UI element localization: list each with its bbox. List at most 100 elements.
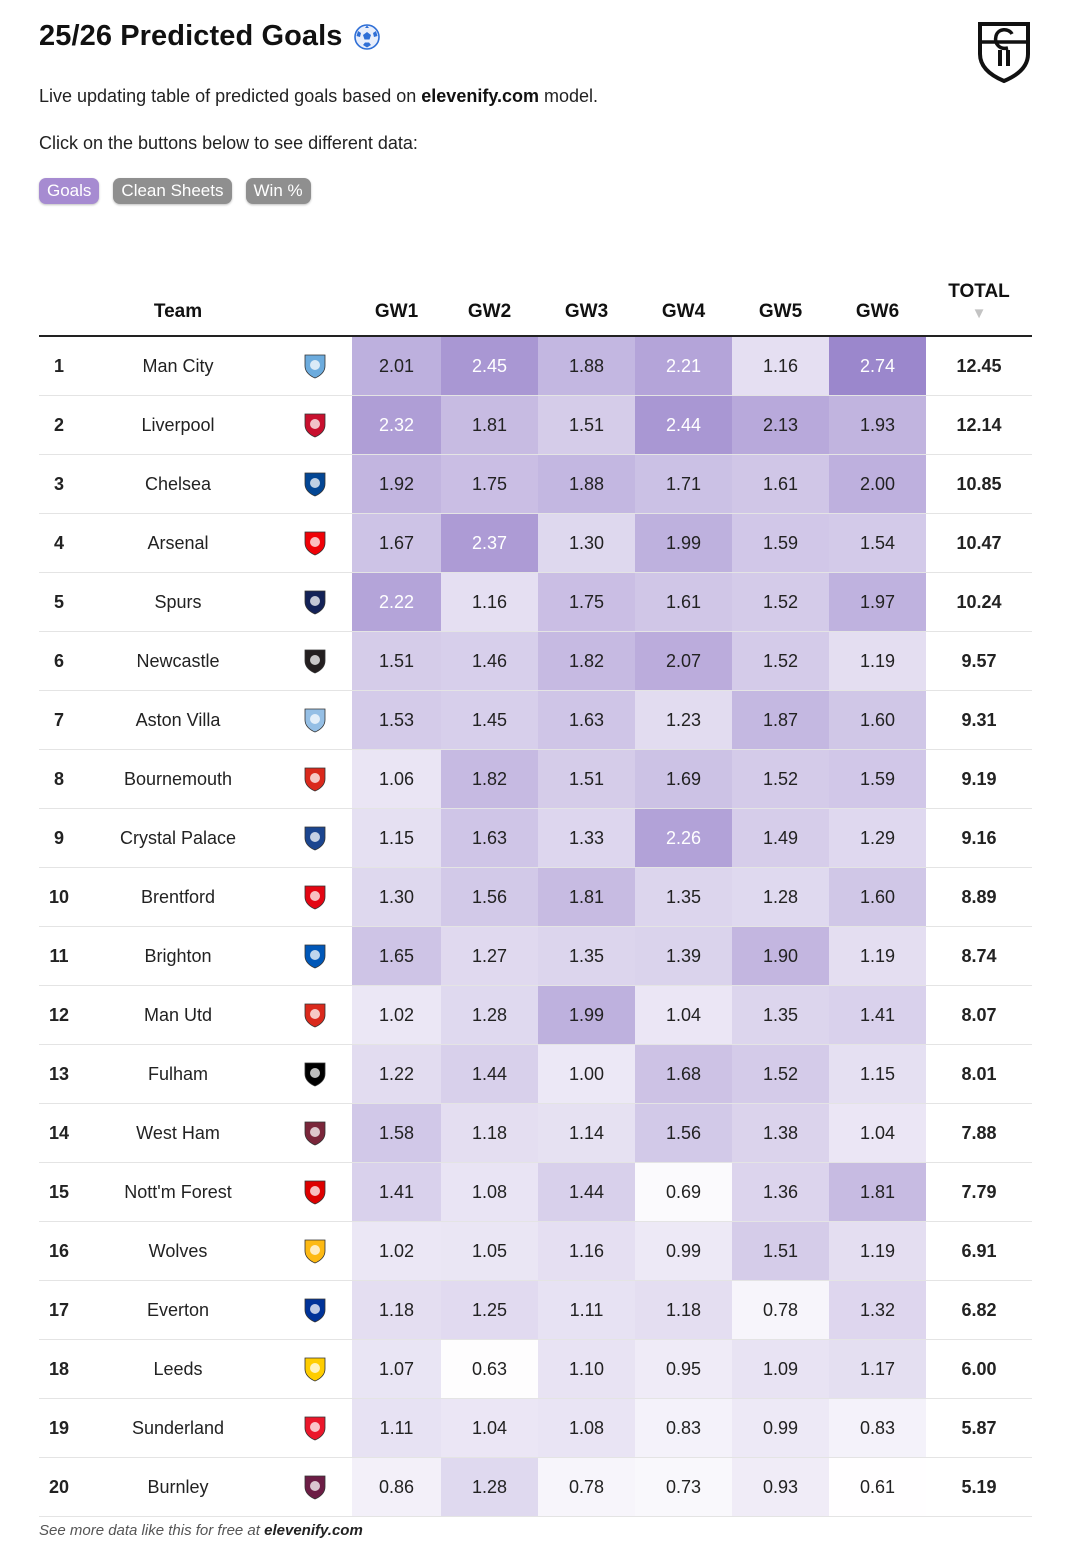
gw2-value-cell: 1.04: [441, 1398, 538, 1458]
gw1-value-cell: 1.22: [352, 1044, 441, 1104]
team-name-cell: Spurs: [79, 572, 277, 632]
gw2-value-cell: 1.18: [441, 1103, 538, 1163]
table-row: 5 Spurs 2.22 1.16 1.75 1.61 1.52 1.97 10.24: [39, 572, 1032, 632]
table-row: 20 Burnley 0.86 1.28 0.78 0.73 0.93 0.61 5.19: [39, 1457, 1032, 1517]
gw6-value-cell: 1.19: [829, 631, 926, 691]
gw5-value-cell: 1.51: [732, 1221, 829, 1281]
gw3-value-cell: 1.44: [538, 1162, 635, 1222]
description-site: elevenify.com: [421, 86, 540, 106]
crest-cell: [277, 1162, 352, 1222]
total-cell: 9.31: [926, 690, 1032, 750]
gw6-value-cell: 2.00: [829, 454, 926, 514]
crest-cell: [277, 336, 352, 396]
gw6-value-cell: 1.19: [829, 926, 926, 986]
gw5-value-cell: 1.49: [732, 808, 829, 868]
instruction-text: Click on the buttons below to see differ…: [39, 133, 418, 153]
total-cell: 8.74: [926, 926, 1032, 986]
team-name-cell: Fulham: [79, 1044, 277, 1104]
rank-cell: 2: [39, 395, 79, 455]
gw6-value-cell: 0.61: [829, 1457, 926, 1517]
gw2-value-cell: 1.25: [441, 1280, 538, 1340]
rank-cell: 11: [39, 926, 79, 986]
gw3-value-cell: 1.51: [538, 395, 635, 455]
team-name-cell: Man Utd: [79, 985, 277, 1045]
gw5-value-cell: 1.36: [732, 1162, 829, 1222]
gw5-value-cell: 1.16: [732, 336, 829, 396]
gw5-value-cell: 0.78: [732, 1280, 829, 1340]
total-cell: 6.91: [926, 1221, 1032, 1281]
rank-cell: 16: [39, 1221, 79, 1281]
clean-sheets-button[interactable]: Clean Sheets: [113, 178, 232, 204]
total-cell: 9.16: [926, 808, 1032, 868]
gw6-value-cell: 1.93: [829, 395, 926, 455]
leeds-crest-icon: [304, 1357, 325, 1382]
win-percent-button[interactable]: Win %: [245, 178, 311, 204]
total-cell: 8.07: [926, 985, 1032, 1045]
gw5-value-cell: 1.52: [732, 631, 829, 691]
gw2-header[interactable]: GW2: [441, 255, 538, 337]
gw4-value-cell: 1.69: [635, 749, 732, 809]
gw3-value-cell: 1.88: [538, 336, 635, 396]
sunderland-crest-icon: [304, 1416, 325, 1441]
spurs-crest-icon: [304, 590, 325, 615]
total-header[interactable]: TOTAL ▼: [926, 255, 1032, 337]
crest-cell: [277, 867, 352, 927]
goals-button[interactable]: Goals: [39, 178, 100, 204]
gw6-header[interactable]: GW6: [829, 255, 926, 337]
total-cell: 8.89: [926, 867, 1032, 927]
gw1-value-cell: 1.58: [352, 1103, 441, 1163]
gw1-header[interactable]: GW1: [352, 255, 441, 337]
gw4-value-cell: 1.18: [635, 1280, 732, 1340]
gw5-value-cell: 0.99: [732, 1398, 829, 1458]
rank-cell: 8: [39, 749, 79, 809]
liverpool-crest-icon: [304, 413, 325, 438]
rank-cell: 3: [39, 454, 79, 514]
gw2-value-cell: 1.46: [441, 631, 538, 691]
gw2-value-cell: 1.08: [441, 1162, 538, 1222]
table-body: 1 Man City 2.01 2.45 1.88 2.21 1.16 2.74 12.45 2 L…: [39, 336, 1032, 1517]
gw1-value-cell: 0.86: [352, 1457, 441, 1517]
gw4-value-cell: 0.69: [635, 1162, 732, 1222]
gw1-value-cell: 1.41: [352, 1162, 441, 1222]
predicted-goals-table: Team GW1 GW2 GW3 GW4 GW5 GW6 TOTAL ▼ 1 Man…: [39, 255, 1032, 1517]
gw5-value-cell: 0.93: [732, 1457, 829, 1517]
gw1-value-cell: 2.01: [352, 336, 441, 396]
gw5-value-cell: 1.52: [732, 1044, 829, 1104]
gw5-header[interactable]: GW5: [732, 255, 829, 337]
team-name-cell: West Ham: [79, 1103, 277, 1163]
gw3-value-cell: 1.08: [538, 1398, 635, 1458]
team-name-cell: Chelsea: [79, 454, 277, 514]
soccer-ball-icon: [353, 23, 380, 50]
gw5-value-cell: 1.90: [732, 926, 829, 986]
table-row: 13 Fulham 1.22 1.44 1.00 1.68 1.52 1.15 8.01: [39, 1044, 1032, 1104]
table-row: 1 Man City 2.01 2.45 1.88 2.21 1.16 2.74 12.45: [39, 336, 1032, 396]
total-cell: 10.85: [926, 454, 1032, 514]
team-header[interactable]: Team: [79, 255, 277, 337]
gw1-value-cell: 1.11: [352, 1398, 441, 1458]
team-name-cell: Crystal Palace: [79, 808, 277, 868]
footer-site[interactable]: elevenify.com: [264, 1522, 363, 1539]
gw4-value-cell: 1.35: [635, 867, 732, 927]
page-title: 25/26 Predicted Goals: [39, 20, 343, 52]
gw5-value-cell: 1.28: [732, 867, 829, 927]
gw5-value-cell: 1.59: [732, 513, 829, 573]
total-cell: 12.45: [926, 336, 1032, 396]
arsenal-crest-icon: [304, 531, 325, 556]
gw1-value-cell: 2.32: [352, 395, 441, 455]
sort-down-icon: ▼: [971, 305, 987, 322]
gw4-header[interactable]: GW4: [635, 255, 732, 337]
gw5-value-cell: 1.09: [732, 1339, 829, 1399]
gw3-value-cell: 1.99: [538, 985, 635, 1045]
crest-cell: [277, 1398, 352, 1458]
gw4-value-cell: 2.26: [635, 808, 732, 868]
table-row: 9 Crystal Palace 1.15 1.63 1.33 2.26 1.49 1.29 9…: [39, 808, 1032, 868]
gw3-header[interactable]: GW3: [538, 255, 635, 337]
table-row: 8 Bournemouth 1.06 1.82 1.51 1.69 1.52 1.59 9.19: [39, 749, 1032, 809]
team-name-cell: Man City: [79, 336, 277, 396]
rank-cell: 20: [39, 1457, 79, 1517]
total-cell: 6.00: [926, 1339, 1032, 1399]
total-cell: 10.24: [926, 572, 1032, 632]
crest-header: [277, 255, 352, 337]
gw4-value-cell: 1.04: [635, 985, 732, 1045]
gw2-value-cell: 0.63: [441, 1339, 538, 1399]
